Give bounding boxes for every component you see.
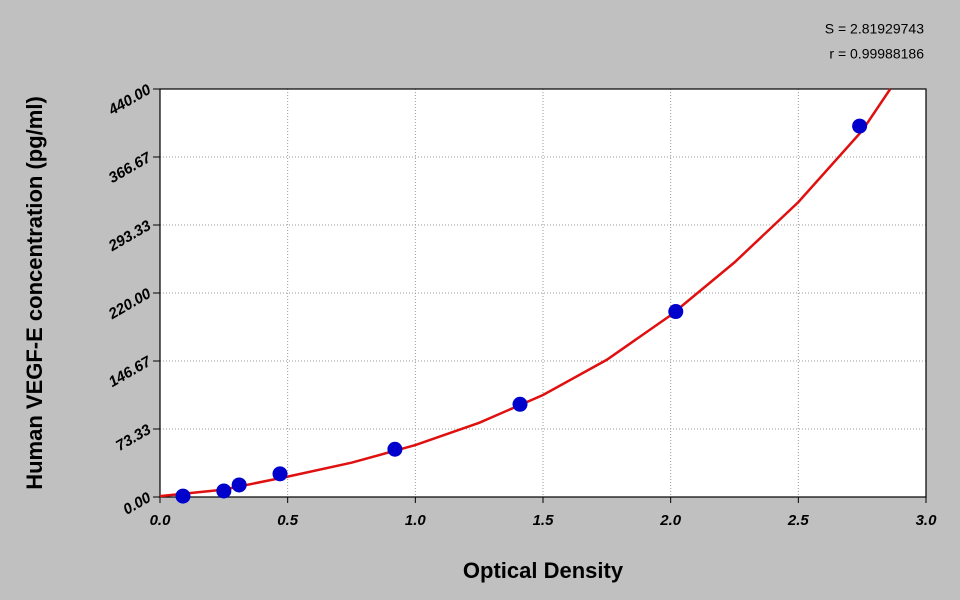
x-tick-label: 2.0 (659, 512, 682, 529)
y-axis-title: Human VEGF-E concentration (pg/ml) (22, 96, 47, 490)
data-point (668, 304, 684, 320)
data-point (387, 441, 403, 457)
y-tick-label: 366.67 (106, 149, 155, 187)
y-tick-label: 146.67 (106, 353, 155, 391)
x-axis-title: Optical Density (463, 558, 624, 583)
annotation: r = 0.99988186 (829, 46, 924, 62)
x-tick-label: 0.5 (277, 512, 299, 529)
y-tick-label: 293.33 (105, 217, 155, 255)
x-tick-label: 1.0 (405, 512, 427, 529)
plot-frame (159, 88, 927, 498)
x-tick-label: 1.5 (533, 512, 555, 529)
data-point (272, 466, 288, 482)
x-tick-label: 2.5 (787, 512, 810, 529)
x-tick-label: 3.0 (916, 512, 938, 529)
data-point (512, 396, 528, 412)
data-point (175, 488, 191, 504)
data-point (852, 118, 868, 134)
x-tick-label: 0.0 (150, 512, 172, 529)
data-point (216, 483, 232, 499)
fit-curve (159, 88, 892, 498)
y-tick-label: 440.00 (105, 81, 155, 119)
y-tick-label: 220.00 (105, 285, 155, 323)
data-point (231, 477, 247, 493)
y-tick-label: 73.33 (113, 421, 155, 455)
annotation: S = 2.81929743 (825, 21, 924, 37)
